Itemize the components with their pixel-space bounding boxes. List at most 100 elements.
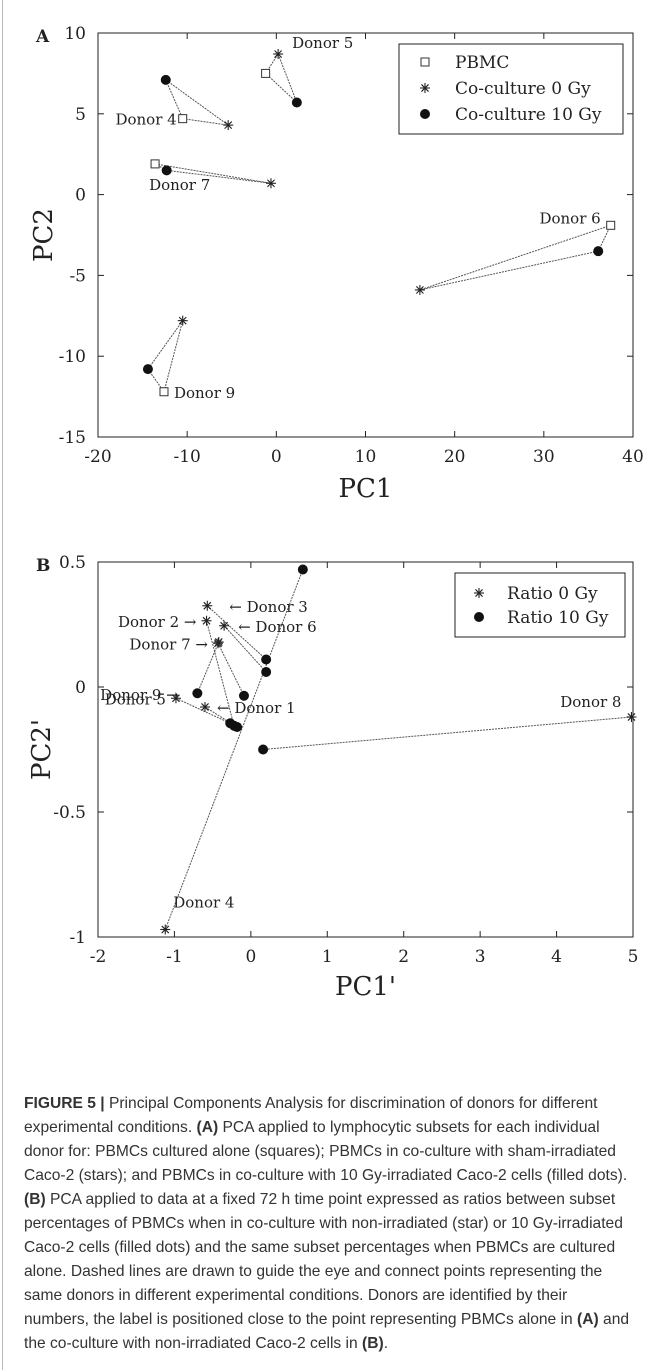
- panel-a-letter: A: [35, 27, 50, 47]
- x-tick-label: 10: [355, 447, 377, 467]
- legend-coculture-10gy-marker: [420, 109, 430, 119]
- coculture-0gy-point: [177, 315, 188, 326]
- legend-entry-label: Co-culture 0 Gy: [455, 79, 591, 99]
- panel-b-frame: [97, 561, 634, 938]
- ratio-10gy-point: [261, 654, 272, 665]
- donor-label: ← Donor 1: [217, 699, 296, 717]
- legend-ratio-0gy-marker: [474, 588, 484, 598]
- donor-label: ← Donor 3: [229, 598, 308, 616]
- donor-label: Donor 7 →: [129, 635, 208, 653]
- ratio-10gy-point: [238, 690, 249, 701]
- y-axis-label: PC2': [27, 719, 57, 780]
- donor-connector-line: [196, 641, 220, 694]
- coculture-10gy-point: [142, 364, 153, 375]
- donor-connector-line: [265, 73, 298, 103]
- pbmc-point: [178, 114, 188, 124]
- donor-connector-line: [223, 625, 267, 673]
- ratio-10gy-point: [232, 722, 243, 732]
- x-tick-label: -20: [84, 447, 111, 467]
- ratio-0gy-point: [160, 924, 171, 935]
- y-tick-label: -0.5: [53, 803, 86, 823]
- caption-a-label: (A): [196, 1119, 219, 1136]
- coculture-0gy-point: [265, 178, 276, 189]
- legend-entry-label: PBMC: [455, 53, 509, 73]
- x-axis-label: PC1: [339, 474, 393, 504]
- caption-b-label: (B): [24, 1191, 46, 1208]
- caption-figure-label: FIGURE 5 |: [24, 1095, 105, 1112]
- coculture-10gy-point: [291, 97, 302, 108]
- ratio-10gy-point: [261, 667, 272, 677]
- x-tick-label: 4: [551, 947, 562, 967]
- donor-label: Donor 8: [560, 693, 621, 711]
- x-tick-label: 3: [475, 947, 486, 967]
- coculture-10gy-point: [593, 246, 604, 257]
- y-tick-label: -1: [69, 928, 86, 948]
- pbmc-point: [159, 387, 169, 397]
- legend-ratio-10gy-marker: [474, 612, 484, 622]
- donor-connector-line: [419, 250, 599, 291]
- ratio-0gy-point: [626, 712, 637, 722]
- x-tick-label: 2: [398, 947, 409, 967]
- donor-label: Donor 2 →: [118, 613, 197, 631]
- donor-connector-line: [206, 620, 235, 726]
- pbmc-point: [606, 220, 616, 230]
- donor-label: ← Donor 6: [238, 618, 317, 636]
- donor-connector-line: [419, 224, 611, 291]
- legend-pbmc-marker: [420, 57, 430, 67]
- coculture-0gy-point: [414, 284, 425, 295]
- x-tick-label: -2: [90, 947, 107, 967]
- figure-caption: FIGURE 5 | Principal Components Analysis…: [24, 1092, 636, 1356]
- legend-entry-label: Co-culture 10 Gy: [455, 105, 602, 125]
- coculture-0gy-point: [223, 120, 234, 131]
- x-tick-label: 5: [628, 947, 639, 967]
- donor-label: Donor 9: [174, 384, 235, 402]
- donor-connector-line: [154, 163, 272, 184]
- donor-connector-line: [164, 569, 304, 930]
- x-tick-label: -10: [173, 447, 200, 467]
- y-tick-label: 0.5: [59, 553, 86, 573]
- y-tick-label: -5: [69, 266, 86, 286]
- donor-label: Donor 9 →: [100, 686, 179, 704]
- coculture-10gy-point: [160, 74, 171, 85]
- legend-box: [454, 572, 626, 638]
- donor-label: Donor 5: [292, 34, 353, 52]
- donor-label: Donor 4: [173, 894, 234, 912]
- coculture-10gy-point: [161, 165, 172, 176]
- pbmc-point: [150, 159, 160, 169]
- donor-connector-line: [154, 163, 167, 171]
- caption-b-text: PCA applied to data at a fixed 72 h time…: [24, 1191, 623, 1328]
- x-tick-label: 20: [444, 447, 466, 467]
- donor-connector-line: [147, 320, 184, 370]
- donor-label: Donor 5: [105, 690, 166, 708]
- caption-end: .: [383, 1335, 389, 1352]
- x-tick-label: -1: [166, 947, 183, 967]
- y-tick-label: 10: [64, 24, 86, 44]
- coculture-0gy-point: [273, 49, 284, 60]
- legend-coculture-0gy-marker: [420, 83, 430, 93]
- donor-label: Donor 4: [115, 111, 176, 129]
- caption-a-text: PCA applied to lymphocytic subsets for e…: [24, 1119, 628, 1184]
- ratio-0gy-point: [213, 637, 224, 647]
- x-tick-label: 0: [271, 447, 282, 467]
- donor-connector-line: [263, 716, 632, 750]
- x-axis-label: PC1': [335, 972, 396, 1002]
- caption-ref-b: (B): [362, 1335, 384, 1352]
- ratio-0gy-point: [201, 615, 212, 626]
- pbmc-point: [261, 68, 271, 78]
- ratio-10gy-point: [258, 744, 269, 755]
- donor-connector-line: [166, 169, 272, 184]
- y-tick-label: 0: [75, 678, 86, 698]
- ratio-0gy-point: [202, 600, 213, 611]
- ratio-0gy-point: [170, 693, 181, 704]
- y-tick-label: 0: [75, 186, 86, 206]
- x-tick-label: 40: [622, 447, 644, 467]
- x-tick-label: 1: [322, 947, 333, 967]
- ratio-10gy-point: [192, 688, 203, 699]
- legend-entry-label: Ratio 0 Gy: [507, 584, 598, 604]
- left-rule: [2, 0, 3, 1370]
- donor-connector-line: [163, 320, 184, 392]
- caption-intro: Principal Components Analysis for discri…: [24, 1095, 598, 1136]
- legend-box: [398, 43, 624, 135]
